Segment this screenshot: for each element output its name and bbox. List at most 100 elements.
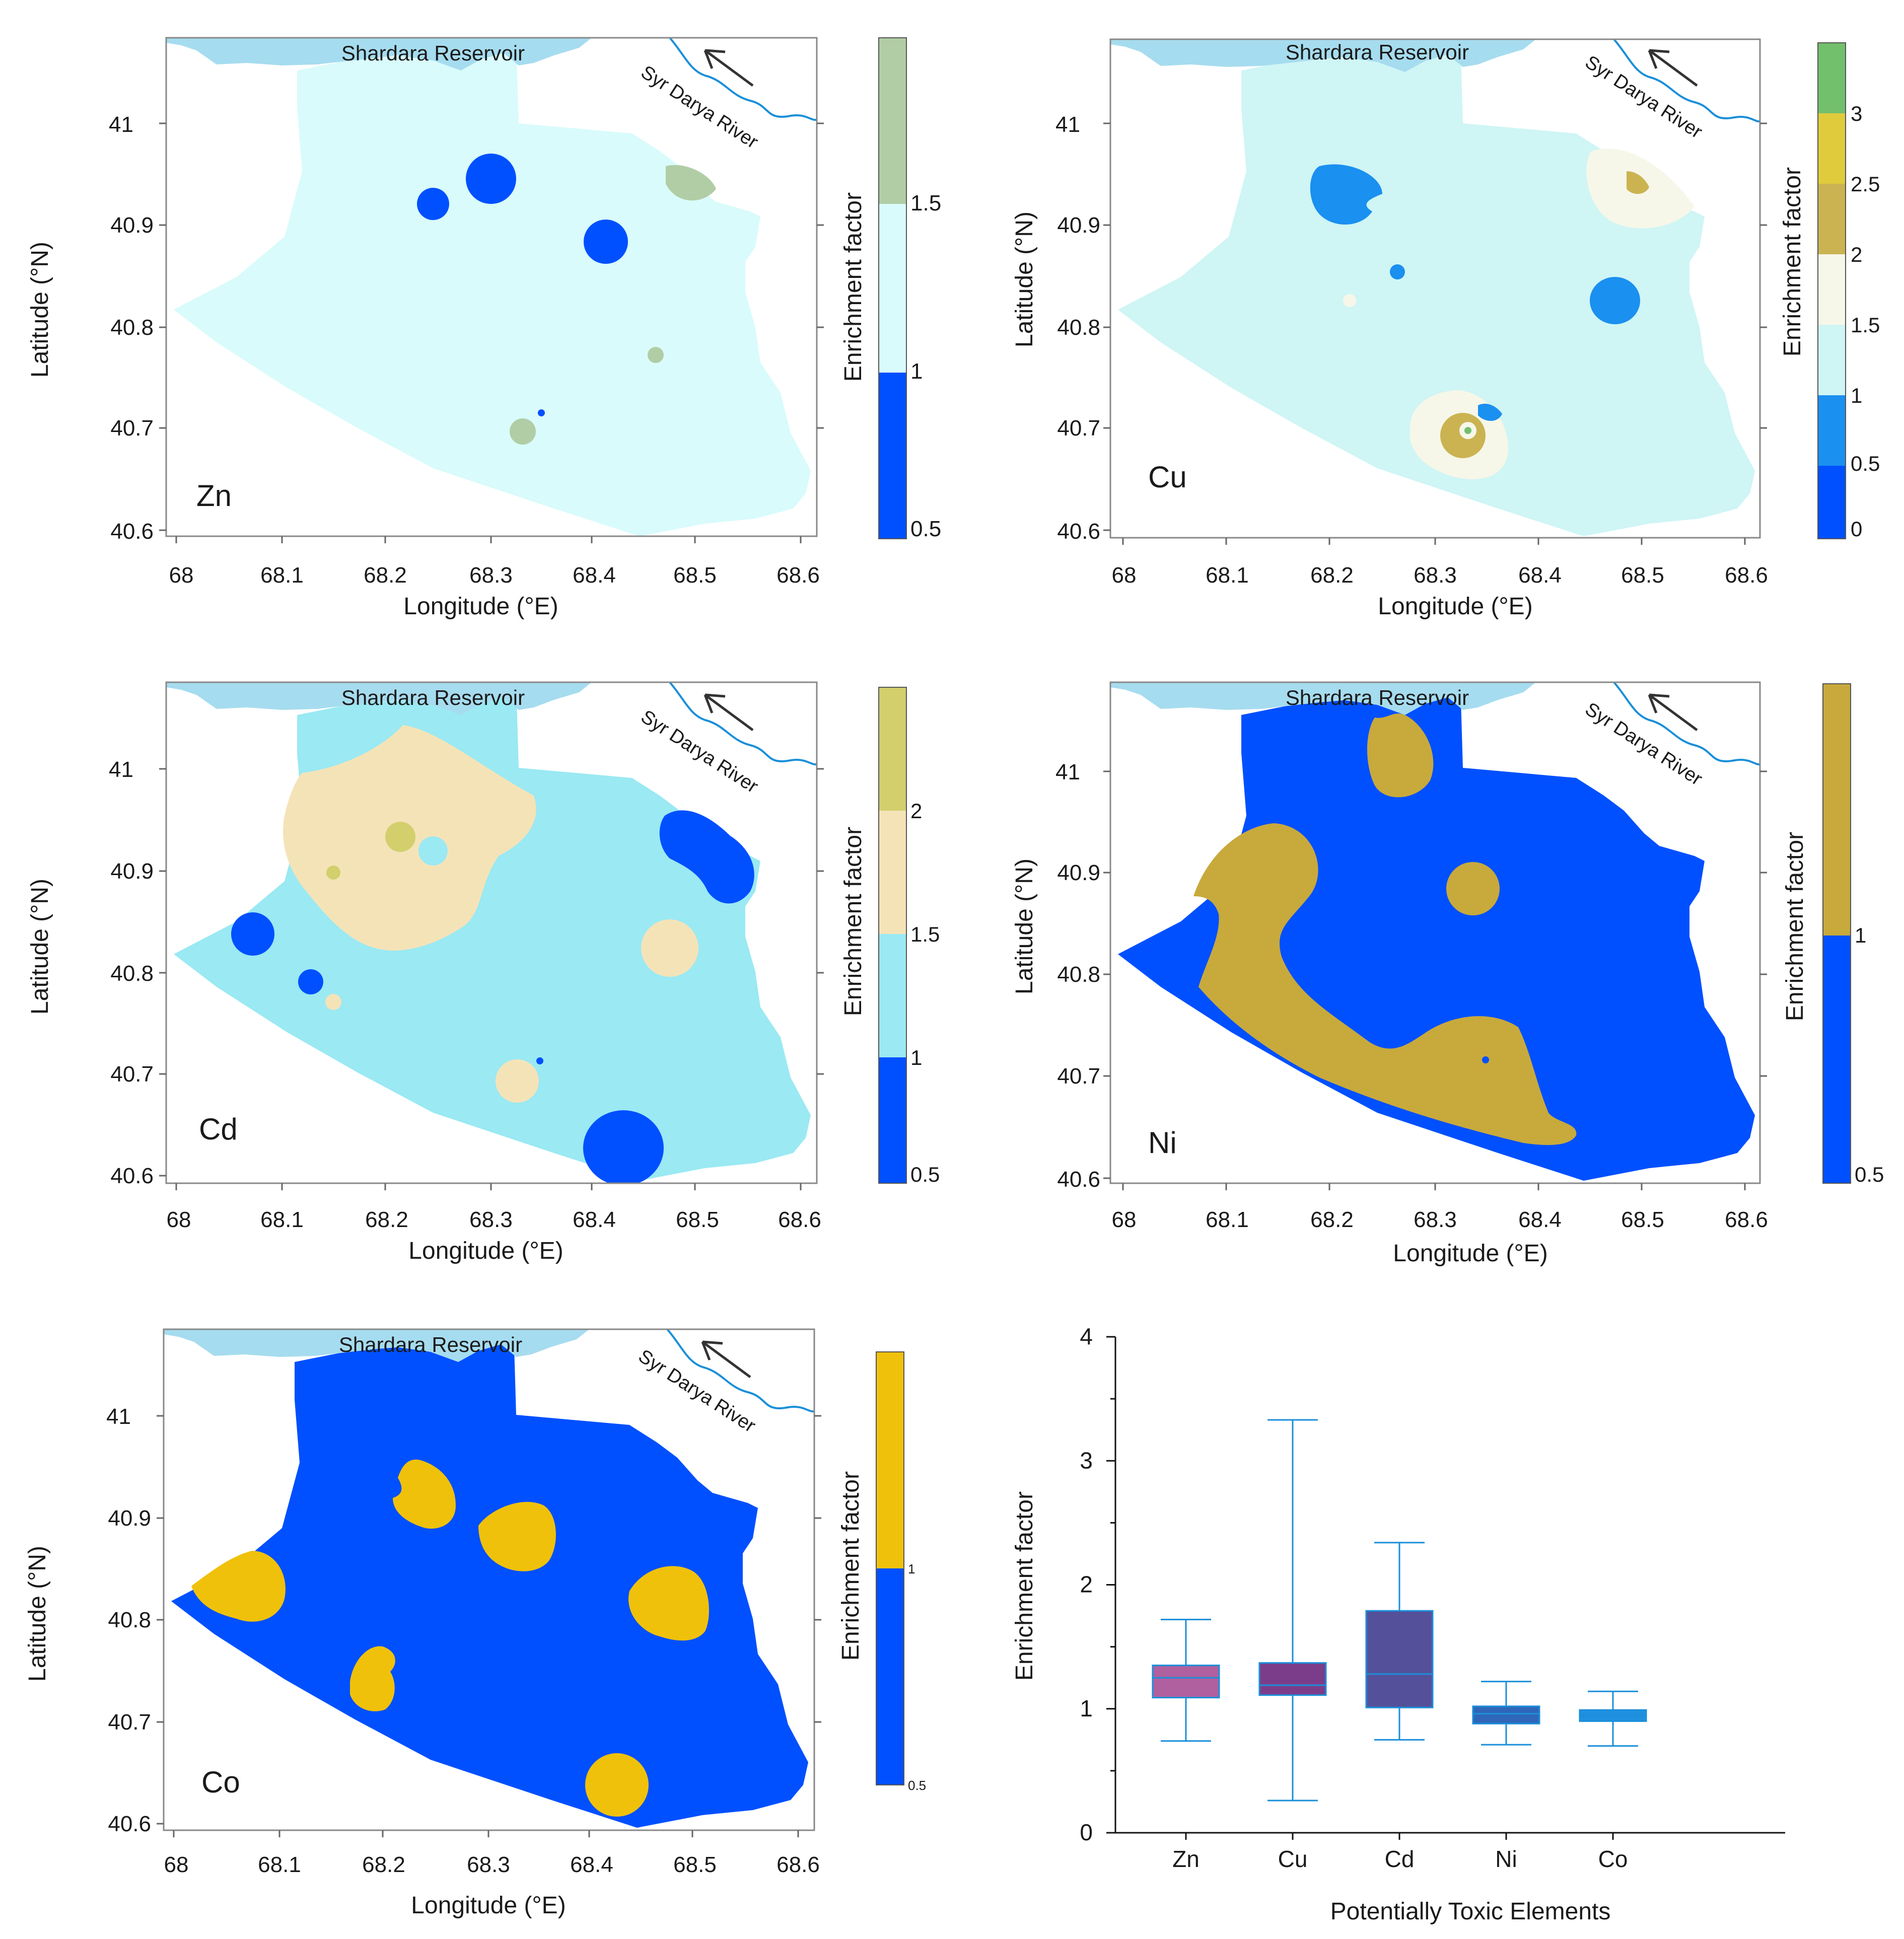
colorbar-frame (1822, 683, 1851, 1184)
y-tick-label: 40.9 (1057, 860, 1100, 885)
x-tick-label: 68.3 (1414, 563, 1457, 588)
x-tick-label: 68.5 (676, 1207, 719, 1232)
hotspot (510, 418, 536, 445)
colorbar-segment (879, 373, 906, 539)
y-tick-label: 40.7 (110, 416, 154, 441)
x-tick-label: 68 (1112, 563, 1137, 588)
y-axis: 41 40.9 40.8 40.7 40.6 (1055, 760, 1767, 1192)
y-ticks (1103, 770, 1767, 1179)
flow-arrow-icon (701, 1340, 751, 1379)
reservoir-label: Shardara Reservoir (339, 1333, 522, 1356)
y-tick-label: 41 (109, 112, 133, 137)
hotspot (583, 1110, 664, 1183)
colorbar-tick-label: 0.5 (910, 517, 941, 541)
reservoir (166, 682, 592, 715)
y-tick-label: 4 (1080, 1323, 1093, 1349)
colorbar-tick-label: 1.5 (910, 191, 941, 216)
colorbar: 1 0.5 Enrichment factor (837, 1351, 926, 1793)
y-tick-label: 40.7 (1057, 1064, 1100, 1089)
colorbar-tick-label: 2.5 (1851, 172, 1880, 196)
hotspot (666, 165, 716, 201)
colorbar-title: Enrichment factor (840, 827, 867, 1016)
study-area-region (174, 38, 811, 536)
colorbar-segment (1818, 113, 1846, 184)
colorbar-frame (878, 687, 907, 1184)
map-panel-cd: Shardara Reservoir Syr Darya River Cd 41… (27, 681, 940, 1264)
hotspot (1590, 277, 1640, 324)
x-ticks (1122, 538, 1746, 545)
colorbar-segment (1818, 43, 1846, 113)
hotspot (585, 1753, 649, 1817)
x-ticks (175, 536, 802, 543)
box-co (1579, 1690, 1647, 1747)
reservoir (164, 1329, 589, 1362)
x-tick-label: 68.2 (365, 1207, 408, 1232)
element-label: Cd (199, 1112, 238, 1146)
y-tick-label: 41 (1055, 112, 1080, 137)
river (669, 38, 817, 121)
river (666, 1329, 814, 1413)
x-axis-title: Longitude (°E) (403, 593, 558, 620)
reservoir (1110, 39, 1536, 72)
reservoir-label: Shardara Reservoir (341, 686, 525, 709)
colorbar: 3 2.5 2 1.5 1 0.5 0 Enrichment factor (1779, 42, 1880, 541)
box-ni (1472, 1681, 1540, 1746)
hotspot (466, 154, 516, 204)
element-label: Cu (1148, 460, 1187, 494)
box-cd (1365, 1542, 1434, 1741)
y-tick-label: 40.6 (110, 519, 154, 544)
y-axis-title: Latitude (°N) (1011, 211, 1038, 347)
flow-arrow-icon (703, 49, 754, 87)
hotspot (496, 1059, 539, 1103)
map-area (166, 682, 817, 1183)
y-ticks (1103, 122, 1767, 531)
map-area (1110, 39, 1760, 536)
river-label: Syr Darya River (637, 61, 762, 153)
x-axis: 68 68.1 68.2 68.3 68.4 68.5 68.6 (1112, 1183, 1768, 1232)
hotspot (350, 1646, 395, 1711)
y-axis-title: Latitude (°N) (1011, 858, 1038, 994)
river (669, 682, 817, 766)
y-ticks (159, 122, 824, 531)
hotspot (1446, 862, 1500, 915)
x-ticks (175, 1183, 802, 1190)
map-panel-ni: Shardara Reservoir Syr Darya River Ni 41… (1011, 681, 1884, 1267)
colorbar-segment (879, 934, 906, 1057)
hotspot (538, 409, 545, 416)
river-label: Syr Darya River (637, 706, 762, 797)
colorbar-tick-label: 0.5 (1855, 1163, 1884, 1186)
colorbar-title: Enrichment factor (1782, 832, 1808, 1021)
y-tick-label: 3 (1080, 1447, 1093, 1473)
y-tick-label: 40.8 (1057, 962, 1100, 987)
map-panel-co: Shardara Reservoir Syr Darya River Co 41… (24, 1328, 926, 1919)
x-tick-label: 68.1 (1206, 1207, 1249, 1232)
y-axis: 41 40.9 40.8 40.7 40.6 (106, 1404, 821, 1836)
map-area (1110, 682, 1760, 1181)
colorbar-segment (1818, 466, 1846, 539)
y-tick-label: 40.6 (108, 1812, 151, 1836)
x-tick-label: 68.6 (1725, 563, 1768, 588)
x-tick-label: 68.5 (673, 563, 717, 588)
x-tick-label: 68 (169, 563, 194, 588)
colorbar-segment (879, 38, 906, 204)
x-axis: 68 68.1 68.2 68.3 68.4 68.5 68.6 (169, 536, 820, 588)
hotspot (628, 1566, 709, 1641)
reservoir-label: Shardara Reservoir (1286, 40, 1469, 64)
colorbar-segment (1818, 325, 1846, 395)
reservoir (166, 38, 592, 70)
hotspot (385, 822, 415, 852)
x-ticks (1122, 1183, 1746, 1190)
x-axis-title: Longitude (°E) (408, 1238, 563, 1264)
y-axis: 41 40.9 40.8 40.7 40.6 (109, 757, 824, 1188)
x-tick-label: 68.3 (469, 1207, 513, 1232)
colorbar-tick-label: 2 (1851, 243, 1862, 266)
x-axis-title: Potentially Toxic Elements (1330, 1898, 1611, 1925)
y-tick-label: 1 (1080, 1695, 1093, 1721)
x-tick-label: 68.4 (570, 1852, 613, 1877)
hotspot (325, 994, 341, 1010)
colorbar-tick-label: 0.5 (908, 1778, 926, 1793)
y-tick-label: 2 (1080, 1571, 1093, 1598)
x-tick-label: Cd (1385, 1846, 1415, 1872)
x-axis: 68 68.1 68.2 68.3 68.4 68.5 68.6 (164, 1830, 820, 1877)
